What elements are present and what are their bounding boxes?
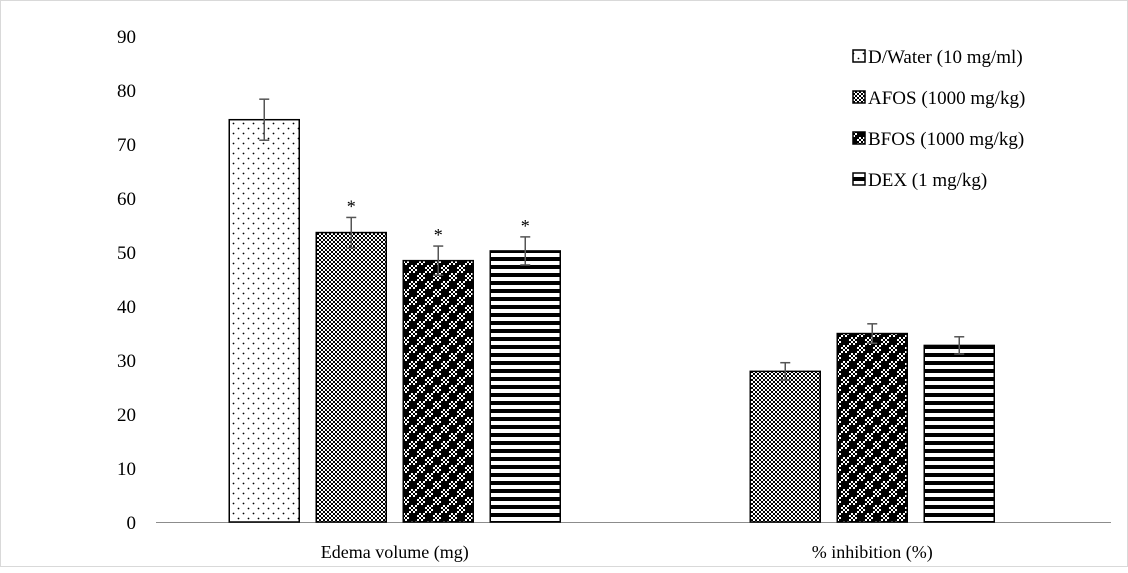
bar: [489, 250, 561, 523]
category-label: % inhibition (%): [812, 542, 933, 563]
bars: * * *: [228, 98, 995, 523]
bar: [923, 344, 995, 523]
y-tick-label: 10: [117, 459, 136, 480]
y-tick-label: 90: [117, 27, 136, 48]
y-tick-label: 70: [117, 135, 136, 156]
legend-swatch: [852, 49, 866, 63]
y-tick-label: 0: [127, 513, 137, 534]
legend: D/Water (10 mg/ml) AFOS (1000 mg/kg) BFOS …: [852, 47, 1025, 191]
legend-label: AFOS (1000 mg/kg): [868, 88, 1025, 109]
y-tick-label: 30: [117, 351, 136, 372]
legend-label: DEX (1 mg/kg): [868, 170, 987, 191]
legend-swatch: [852, 90, 866, 104]
bar: [315, 231, 387, 523]
legend-swatch: [852, 172, 866, 186]
y-tick-label: 80: [117, 81, 136, 102]
bar: [836, 332, 908, 523]
x-axis: Edema volume (mg) % inhibition (%): [321, 542, 933, 563]
y-tick-label: 50: [117, 243, 136, 264]
significance-mark: *: [347, 196, 356, 216]
bar: [402, 259, 474, 523]
y-tick-label: 20: [117, 405, 136, 426]
category-label: Edema volume (mg): [321, 542, 469, 563]
significance-mark: *: [521, 216, 530, 236]
legend-swatch: [852, 131, 866, 145]
y-tick-label: 60: [117, 189, 136, 210]
bar: [228, 118, 300, 523]
legend-label: D/Water (10 mg/ml): [868, 47, 1023, 68]
bar: [749, 370, 821, 523]
legend-label: BFOS (1000 mg/kg): [868, 129, 1024, 150]
significance-mark: *: [434, 225, 443, 245]
y-tick-label: 40: [117, 297, 136, 318]
